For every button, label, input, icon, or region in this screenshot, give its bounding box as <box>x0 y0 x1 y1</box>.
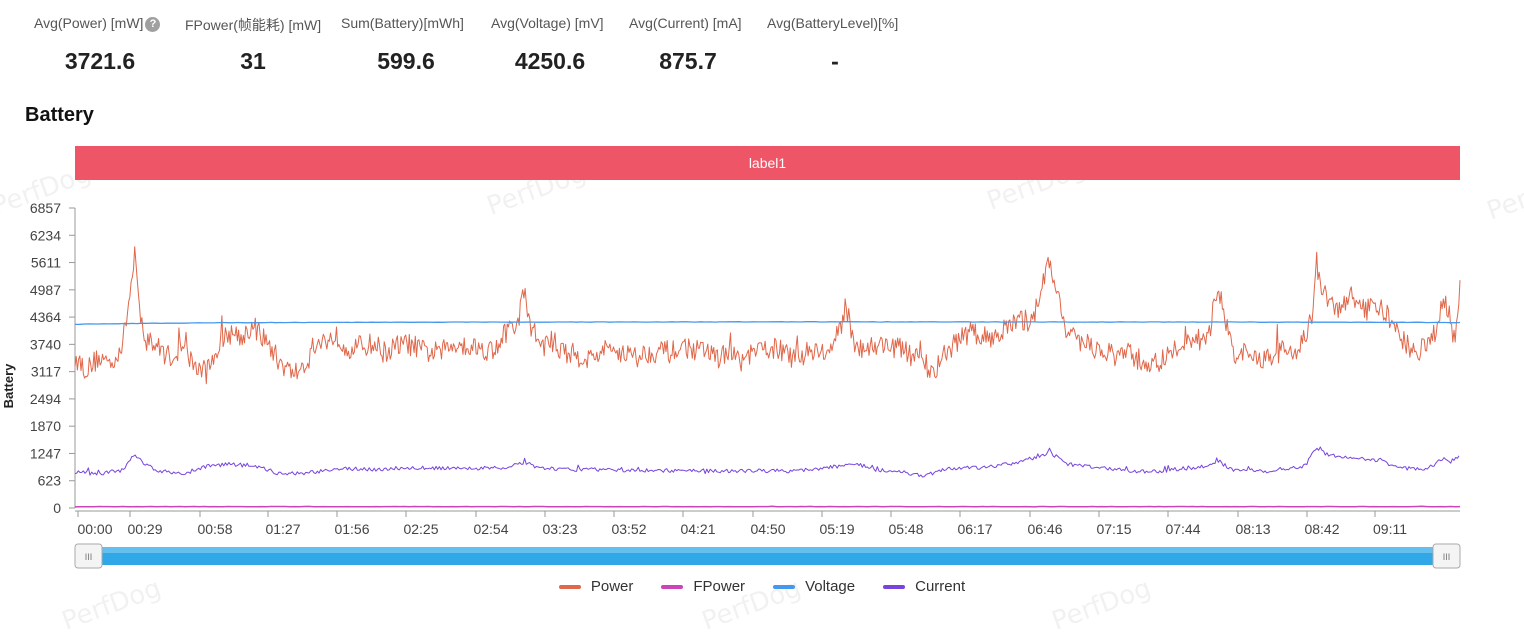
stat-value: 3721.6 <box>64 48 136 74</box>
x-tick-label: 08:42 <box>1304 521 1339 537</box>
label-bar[interactable]: label1 <box>75 146 1460 180</box>
stat-label-text: Avg(Voltage) [mV] <box>491 15 604 31</box>
stat-value: - <box>831 48 839 74</box>
series-line-fpower <box>74 505 1461 508</box>
watermark-text: PerfDog <box>1482 163 1524 227</box>
stat-label: Avg(Current) [mA] <box>629 15 742 31</box>
legend-label: Current <box>915 578 966 595</box>
slider-handle-grip: III <box>1443 552 1451 562</box>
stat-label-text: FPower(帧能耗) [mW] <box>185 17 322 33</box>
series-line-voltage <box>74 321 1461 326</box>
slider-handle-box <box>74 543 103 569</box>
y-tick-label: 0 <box>53 500 61 516</box>
y-tick-label: 4364 <box>30 309 61 325</box>
stat-value: 31 <box>240 48 266 74</box>
y-tick-label: 623 <box>38 473 62 489</box>
legend-item-power[interactable]: Power <box>558 578 634 595</box>
x-tick-label: 00:00 <box>77 521 112 537</box>
y-tick-label: 2494 <box>30 391 61 407</box>
range-slider[interactable]: III III <box>74 543 1461 569</box>
x-tick-label: 01:27 <box>265 521 300 537</box>
x-tick-label: 01:56 <box>334 521 369 537</box>
legend-label: FPower <box>693 578 746 595</box>
y-tick-label: 1247 <box>30 445 61 461</box>
stat-value: 4250.6 <box>514 48 586 74</box>
slider-track-highlight <box>75 547 1460 553</box>
x-tick-label: 04:21 <box>680 521 715 537</box>
x-tick-label: 02:25 <box>403 521 438 537</box>
legend-swatch <box>883 584 906 589</box>
x-tick-label: 03:23 <box>542 521 577 537</box>
x-tick-label: 00:58 <box>197 521 232 537</box>
x-tick-label: 04:50 <box>750 521 785 537</box>
help-icon[interactable]: ? <box>145 17 161 32</box>
slider-end-handle[interactable]: III <box>1432 543 1461 569</box>
x-tick-label: 00:29 <box>127 521 162 537</box>
stat-label: Sum(Battery)[mWh] <box>341 15 464 31</box>
legend-swatch <box>558 584 581 589</box>
x-tick-label: 06:17 <box>957 521 992 537</box>
y-tick-label: 3740 <box>30 336 61 352</box>
y-tick-label: 6234 <box>30 227 61 243</box>
slider-start-handle[interactable]: III <box>74 543 103 569</box>
stat-label: FPower(帧能耗) [mW] <box>185 15 321 35</box>
legend-swatch <box>773 584 796 589</box>
stat-label: Avg(BatteryLevel)[%] <box>767 15 898 31</box>
x-tick-label: 05:19 <box>819 521 854 537</box>
chart-legend: Power FPower Voltage Current <box>0 578 1524 595</box>
legend-swatch <box>661 584 684 589</box>
y-tick-label: 4987 <box>30 282 61 298</box>
slider-handle-grip: III <box>85 552 93 562</box>
series-line-power <box>74 246 1461 385</box>
legend-item-fpower[interactable]: FPower <box>661 578 745 595</box>
x-tick-label: 06:46 <box>1027 521 1062 537</box>
x-tick-label: 03:52 <box>611 521 646 537</box>
y-tick-label: 5611 <box>31 255 61 271</box>
x-tick-label: 07:15 <box>1096 521 1131 537</box>
section-title: Battery <box>25 104 94 126</box>
legend-label: Voltage <box>805 578 856 595</box>
x-tick-label: 09:11 <box>1373 521 1407 537</box>
stat-label: Avg(Power) [mW]? <box>34 15 161 32</box>
y-axis-title: Battery <box>1 363 16 409</box>
stat-value: 875.7 <box>659 48 717 74</box>
legend-item-voltage[interactable]: Voltage <box>773 578 855 595</box>
stat-label-text: Sum(Battery)[mWh] <box>341 15 464 31</box>
x-tick-label: 07:44 <box>1165 521 1200 537</box>
stat-label-text: Avg(Current) [mA] <box>629 15 742 31</box>
legend-label: Power <box>590 578 634 595</box>
x-tick-label: 08:13 <box>1235 521 1270 537</box>
slider-handle-box <box>1432 543 1461 569</box>
y-tick-label: 1870 <box>30 418 61 434</box>
y-tick-label: 3117 <box>31 364 61 380</box>
x-tick-label: 05:48 <box>888 521 923 537</box>
stat-label: Avg(Voltage) [mV] <box>491 15 604 31</box>
x-tick-label: 02:54 <box>473 521 508 537</box>
battery-chart: 0 623 1247 1870 2494 3117 3740 4364 4987 5611 6234… <box>1 200 1461 569</box>
stat-label-text: Avg(Power) [mW] <box>34 15 144 31</box>
slider-track <box>75 547 1460 565</box>
stat-label-text: Avg(BatteryLevel)[%] <box>767 15 899 31</box>
stat-value: 599.6 <box>377 48 435 74</box>
legend-item-current[interactable]: Current <box>883 578 965 595</box>
series-line-current <box>74 446 1460 478</box>
